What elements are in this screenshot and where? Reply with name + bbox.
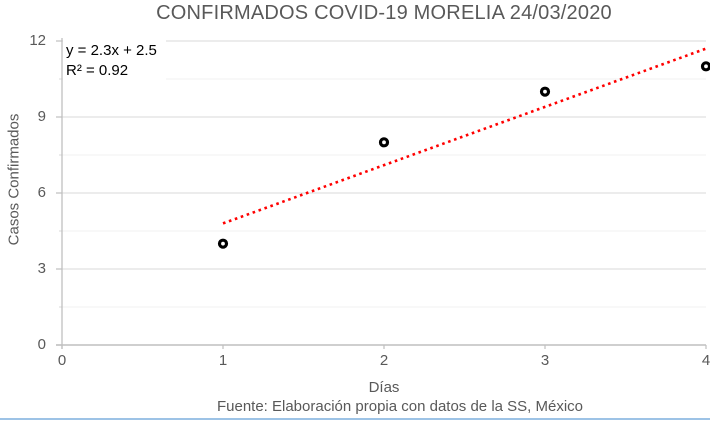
y-tick-label: 0	[37, 336, 46, 353]
y-tick-label: 6	[37, 184, 46, 201]
data-point	[217, 238, 229, 249]
chart-title: CONFIRMADOS COVID-19 MORELIA 24/03/2020	[156, 2, 612, 24]
trend-line	[222, 47, 707, 225]
y-tick-label: 3	[37, 260, 46, 277]
x-tick-label: 0	[57, 352, 67, 369]
equation-text: y = 2.3x + 2.5	[66, 42, 157, 59]
x-tick-label: 2	[379, 352, 389, 369]
x-tick-label: 1	[218, 352, 228, 369]
x-tick-label: 4	[701, 352, 710, 369]
trendline-equation: y = 2.3x + 2.5 R² = 0.92	[63, 39, 166, 84]
data-point	[539, 86, 551, 97]
data-point	[700, 61, 710, 72]
source-note: Fuente: Elaboración propia con datos de …	[216, 398, 584, 415]
y-tick-label: 9	[37, 108, 46, 125]
x-axis-title: Días	[368, 379, 400, 396]
r-squared-text: R² = 0.92	[66, 62, 129, 79]
bottom-border-line	[0, 418, 710, 420]
x-tick-label: 3	[540, 352, 550, 369]
data-point	[378, 137, 390, 148]
y-tick-label: 12	[29, 32, 46, 49]
